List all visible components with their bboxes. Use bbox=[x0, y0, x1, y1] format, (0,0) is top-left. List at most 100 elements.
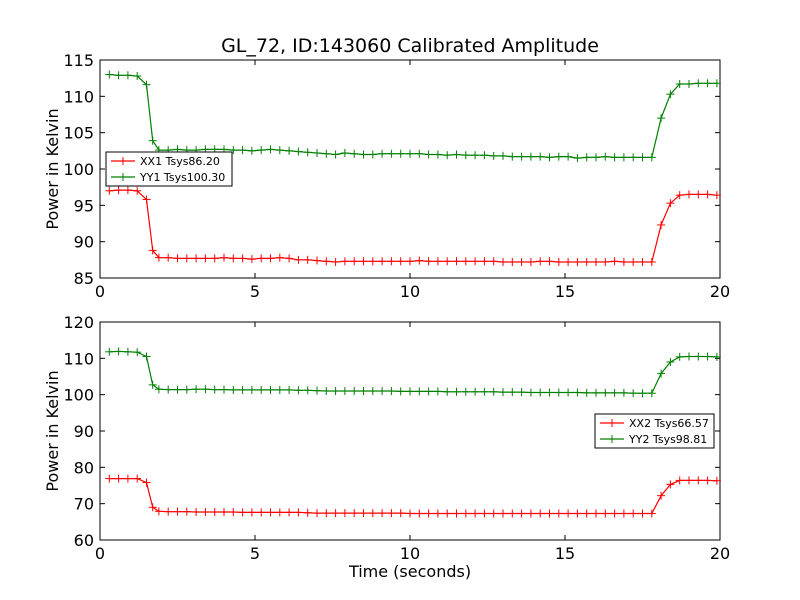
data-point bbox=[452, 257, 461, 266]
data-point bbox=[489, 387, 498, 396]
data-point bbox=[471, 387, 480, 396]
data-point bbox=[148, 136, 157, 145]
data-point bbox=[694, 190, 703, 199]
data-point bbox=[340, 257, 349, 266]
data-point bbox=[424, 257, 433, 266]
data-point bbox=[303, 148, 312, 157]
data-point bbox=[703, 190, 712, 199]
data-point bbox=[359, 150, 368, 159]
y-tick-label: 95 bbox=[74, 196, 94, 215]
data-point bbox=[229, 146, 238, 155]
data-point bbox=[629, 258, 638, 267]
data-point bbox=[554, 509, 563, 518]
data-point bbox=[173, 385, 182, 394]
data-point bbox=[573, 154, 582, 163]
data-point bbox=[331, 509, 340, 518]
data-point bbox=[601, 258, 610, 267]
data-point bbox=[285, 385, 294, 394]
data-point bbox=[164, 385, 173, 394]
data-point bbox=[545, 153, 554, 162]
data-point bbox=[582, 153, 591, 162]
data-point bbox=[638, 509, 647, 518]
data-point bbox=[573, 258, 582, 267]
data-point bbox=[545, 257, 554, 266]
data-point bbox=[368, 509, 377, 518]
data-point bbox=[666, 90, 675, 99]
data-point bbox=[368, 387, 377, 396]
data-point bbox=[675, 476, 684, 485]
data-point bbox=[517, 388, 526, 397]
data-point bbox=[517, 152, 526, 161]
data-point bbox=[340, 387, 349, 396]
data-point bbox=[499, 258, 507, 267]
x-tick-label: 15 bbox=[555, 282, 575, 301]
data-point bbox=[148, 380, 157, 389]
y-tick-label: 105 bbox=[63, 124, 94, 143]
data-point bbox=[313, 386, 321, 395]
data-point bbox=[415, 149, 424, 158]
data-point bbox=[266, 145, 275, 154]
data-point bbox=[424, 150, 433, 159]
data-point bbox=[238, 385, 247, 394]
data-point bbox=[331, 258, 340, 267]
data-point bbox=[433, 150, 442, 159]
data-point bbox=[322, 149, 331, 158]
legend-label: XX2 Tsys66.57 bbox=[629, 417, 709, 430]
data-point bbox=[192, 385, 201, 394]
data-point bbox=[647, 509, 656, 518]
data-point bbox=[592, 388, 600, 397]
data-point bbox=[657, 114, 666, 123]
data-point bbox=[114, 347, 123, 356]
data-point bbox=[210, 385, 219, 394]
x-tick-label: 10 bbox=[400, 544, 420, 563]
data-point bbox=[266, 508, 275, 517]
data-point bbox=[573, 509, 582, 518]
data-point bbox=[685, 190, 693, 199]
data-point bbox=[406, 149, 414, 158]
data-point bbox=[675, 191, 684, 200]
data-point bbox=[508, 388, 517, 397]
bottom-y-axis-label: Power in Kelvin bbox=[43, 370, 62, 491]
data-point bbox=[142, 80, 151, 89]
data-point bbox=[173, 254, 182, 263]
data-point bbox=[303, 255, 312, 264]
data-point bbox=[675, 79, 684, 88]
data-point bbox=[322, 257, 331, 266]
data-point bbox=[461, 257, 470, 266]
data-point bbox=[443, 509, 452, 518]
data-point bbox=[619, 153, 628, 162]
data-point bbox=[247, 508, 256, 517]
y-tick-label: 100 bbox=[63, 160, 94, 179]
data-point bbox=[443, 387, 452, 396]
data-point bbox=[638, 153, 647, 162]
data-point bbox=[461, 509, 470, 518]
data-point bbox=[368, 257, 377, 266]
data-point bbox=[164, 253, 173, 262]
data-point bbox=[201, 254, 210, 263]
data-point bbox=[266, 385, 275, 394]
data-point bbox=[499, 388, 507, 397]
data-point bbox=[601, 388, 610, 397]
data-point bbox=[313, 256, 321, 265]
data-point bbox=[164, 507, 173, 516]
data-point bbox=[257, 385, 266, 394]
data-point bbox=[257, 146, 266, 155]
data-point bbox=[210, 508, 219, 517]
data-point bbox=[313, 149, 321, 158]
data-point bbox=[443, 151, 452, 160]
data-point bbox=[592, 153, 600, 162]
data-point bbox=[471, 257, 480, 266]
data-point bbox=[154, 385, 163, 394]
data-point bbox=[238, 146, 247, 155]
x-tick-label: 10 bbox=[400, 282, 420, 301]
data-point bbox=[359, 509, 368, 518]
data-point bbox=[508, 509, 517, 518]
data-point bbox=[322, 387, 331, 396]
data-point bbox=[536, 152, 545, 161]
data-point bbox=[340, 149, 349, 158]
data-point bbox=[133, 348, 142, 357]
data-point bbox=[378, 509, 387, 518]
data-point bbox=[471, 151, 480, 160]
data-point bbox=[396, 509, 405, 518]
bottom-legend: XX2 Tsys66.57 YY2 Tsys98.81 bbox=[594, 413, 715, 449]
